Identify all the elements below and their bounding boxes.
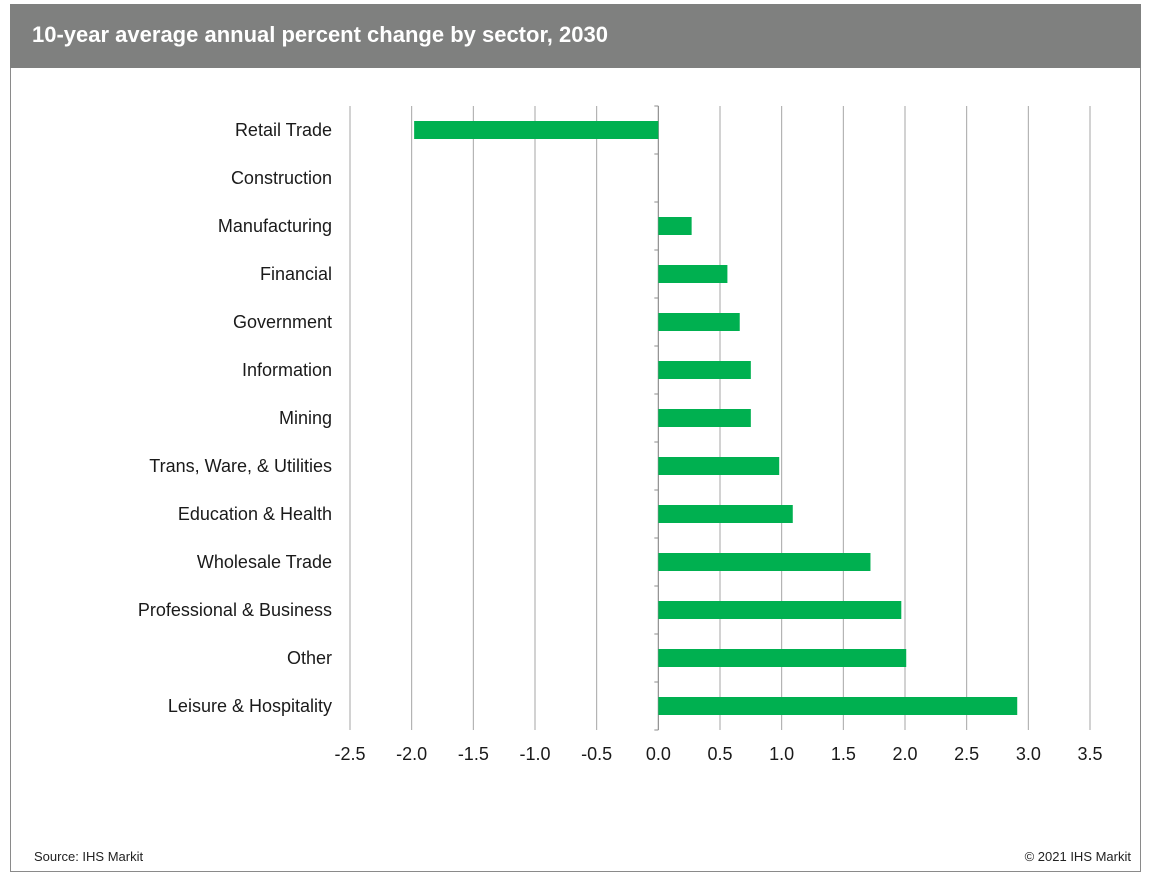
bar-professional-business	[658, 601, 902, 619]
x-tick-label: 0.0	[646, 744, 671, 764]
bar-government	[658, 313, 740, 331]
bar-wholesale-trade	[658, 553, 871, 571]
category-label: Construction	[231, 168, 332, 188]
category-label: Leisure & Hospitality	[168, 696, 332, 716]
bar-other	[658, 649, 907, 667]
bar-manufacturing	[658, 217, 692, 235]
bar-financial	[658, 265, 728, 283]
x-tick-label: 2.0	[892, 744, 917, 764]
x-tick-label: -1.5	[458, 744, 489, 764]
category-label: Wholesale Trade	[197, 552, 332, 572]
bar-education-health	[658, 505, 793, 523]
source-note: Source: IHS Markit	[34, 849, 144, 864]
category-label: Trans, Ware, & Utilities	[149, 456, 332, 476]
title-bar: 10-year average annual percent change by…	[10, 4, 1141, 68]
category-label: Mining	[279, 408, 332, 428]
x-tick-label: 1.0	[769, 744, 794, 764]
category-label: Financial	[260, 264, 332, 284]
x-tick-label: 3.0	[1016, 744, 1041, 764]
x-tick-label: -0.5	[581, 744, 612, 764]
bar-leisure-hospitality	[658, 697, 1018, 715]
bar-information	[658, 361, 751, 379]
category-label: Manufacturing	[218, 216, 332, 236]
x-tick-label: 3.5	[1077, 744, 1102, 764]
x-tick-label: -2.5	[334, 744, 365, 764]
x-tick-label: -2.0	[396, 744, 427, 764]
bar-trans-ware-utilities	[658, 457, 780, 475]
category-label: Other	[287, 648, 332, 668]
category-label: Information	[242, 360, 332, 380]
category-label: Government	[233, 312, 332, 332]
chart-title: 10-year average annual percent change by…	[32, 22, 608, 47]
category-label: Retail Trade	[235, 120, 332, 140]
chart-frame	[10, 4, 1141, 872]
bar-mining	[658, 409, 751, 427]
x-tick-label: 1.5	[831, 744, 856, 764]
bar-retail-trade	[414, 121, 659, 139]
category-label: Education & Health	[178, 504, 332, 524]
x-tick-label: -1.0	[519, 744, 550, 764]
copyright-note: © 2021 IHS Markit	[1024, 849, 1131, 864]
category-label: Professional & Business	[138, 600, 332, 620]
x-tick-label: 2.5	[954, 744, 979, 764]
x-tick-label: 0.5	[707, 744, 732, 764]
